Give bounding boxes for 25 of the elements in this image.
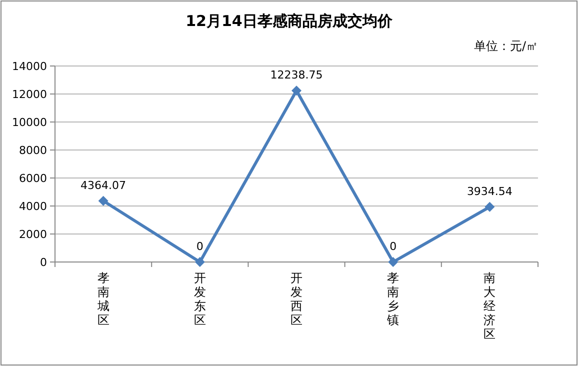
y-tick-label: 14000 — [12, 60, 47, 73]
text: 单位：元/㎡ — [474, 39, 538, 53]
y-tick-label: 8000 — [19, 144, 47, 157]
data-label: 12238.75 — [270, 68, 323, 82]
point — [292, 86, 302, 96]
data-label: 0 — [196, 240, 204, 253]
y-tick-label: 12000 — [12, 88, 47, 101]
chart-title: 12月14日孝感商品房成交均价 — [186, 12, 394, 30]
point — [98, 196, 108, 206]
x-tick-label: 开发西区 — [290, 271, 302, 327]
data-label: 0 — [390, 240, 397, 253]
x-tick-label: 孝南乡镇 — [386, 271, 400, 327]
x-tick-label: 南大经济区 — [484, 271, 496, 341]
y-tick-label: 10000 — [12, 116, 47, 129]
y-tick-label: 0 — [40, 256, 47, 269]
data-label: 3934.54 — [466, 184, 512, 198]
point — [388, 257, 398, 267]
point — [194, 257, 205, 267]
x-tick-label: 孝南城区 — [96, 271, 110, 327]
y-tick-label: 4000 — [19, 200, 47, 213]
point — [484, 202, 495, 212]
data-label: 4364.07 — [80, 178, 126, 192]
y-tick-label: 2000 — [19, 228, 47, 241]
x-tick-label: 开发东区 — [194, 271, 206, 327]
y-tick-label: 6000 — [19, 172, 47, 185]
